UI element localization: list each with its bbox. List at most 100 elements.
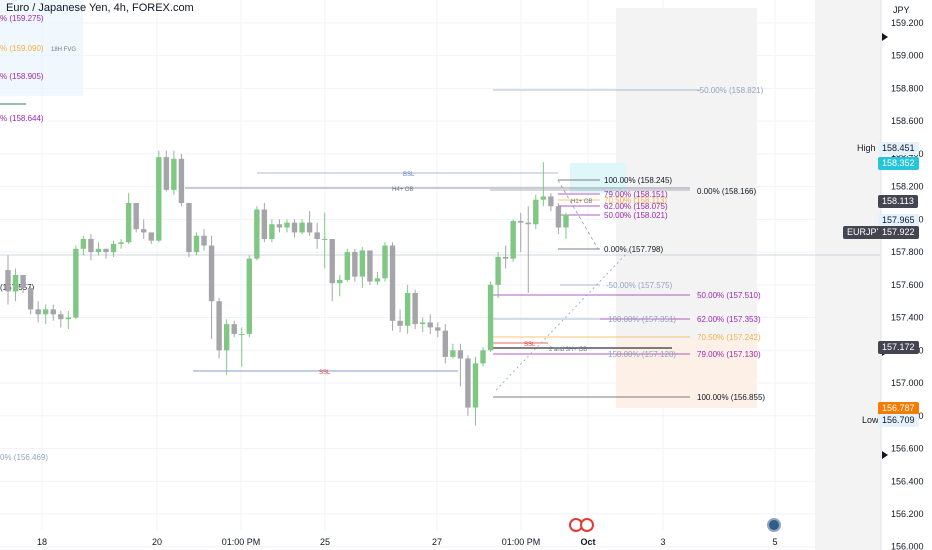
candle-body (389, 245, 396, 321)
y-tick-label: 157.600 (891, 280, 924, 290)
candle-body (43, 309, 49, 315)
candle-body (276, 224, 283, 228)
currency-label[interactable]: JPY (893, 5, 910, 15)
current-price-tag: 158.352 (878, 157, 919, 170)
left-label-4: % (158.644) (0, 114, 44, 123)
candle-body (208, 245, 215, 302)
candle-body (435, 327, 441, 331)
fib-a-trend (495, 249, 631, 391)
symbol-tag: EURJPY (843, 226, 887, 239)
candle-body (193, 235, 200, 253)
y-tick-label: 159.000 (891, 51, 924, 61)
candle-body (344, 252, 350, 280)
candle-body (261, 209, 268, 239)
candle-body (103, 248, 109, 253)
fib-a-50-label: 50.00% (157.510) (697, 291, 761, 300)
candle-body (382, 245, 388, 279)
fib-a-62-label: 62.00% (157.353) (697, 315, 761, 324)
candle-body (427, 322, 433, 328)
left-label-1: % (159.275) (0, 14, 44, 23)
y-tick-label: 156.000 (891, 542, 924, 550)
high-label: High (857, 143, 876, 153)
candle-body (525, 222, 531, 225)
candle-body (284, 222, 290, 228)
x-tick-label: 18 (37, 537, 47, 547)
candle-body (299, 222, 305, 233)
x-ticks: 18 20 01:00 PM 25 27 01:00 PM Oct 3 5 (37, 537, 778, 547)
fib-a-0-label: 0.00% (158.166) (697, 187, 756, 196)
candle-body (148, 232, 154, 241)
candle-body (88, 238, 94, 253)
candle-body (50, 309, 56, 315)
low-label: Low (862, 415, 879, 425)
candle-body (555, 206, 562, 228)
fib-c-158-label: 158.00% (157.128) (608, 350, 676, 359)
price-tag-1: 158.113 (878, 195, 918, 208)
fib-c-100-label: 100.00% (157.351) (608, 315, 676, 324)
candle-body (141, 229, 147, 233)
x-tick-label: 5 (772, 537, 777, 547)
event-icon-3[interactable] (767, 518, 781, 532)
candle-body (404, 293, 411, 326)
axis-marker-icon (882, 33, 888, 41)
candle-body (163, 157, 170, 190)
left-label-3: % (158.905) (0, 72, 44, 81)
chart-title: Euro / Japanese Yen, 4h, FOREX.com (6, 2, 194, 14)
candle-body (359, 250, 366, 277)
candle-body (156, 157, 162, 241)
y-tick-label: 158.800 (891, 83, 924, 93)
axis-marker-icon (882, 451, 888, 459)
candle-body (216, 301, 222, 351)
h1-ob-label: H1+ OB (571, 199, 593, 205)
candle-body (178, 158, 185, 203)
h3-ob-label: 2 and 3H+ OB (549, 347, 587, 353)
y-tick-label: 158.200 (891, 182, 924, 192)
candle-body (231, 324, 237, 334)
candle-body (540, 196, 547, 200)
candle-body (171, 158, 177, 190)
candle-body (533, 199, 539, 225)
candle-body (20, 275, 26, 289)
price-axis (881, 0, 932, 550)
candle-body (518, 220, 524, 223)
bsl-label: BSL (403, 172, 415, 178)
fib-b-0-label: 0.00% (157.798) (604, 245, 663, 254)
x-tick-label: 25 (320, 537, 330, 547)
candle-body (329, 238, 335, 284)
candle-body (306, 222, 313, 233)
candle-body (314, 232, 320, 239)
y-tick-label: 156.600 (891, 444, 924, 454)
high-value: 158.451 (878, 142, 919, 155)
candle-body (125, 202, 132, 243)
event-icon-2[interactable] (580, 518, 594, 532)
candle-body (65, 317, 72, 320)
annotations: BSL H4+ OB H1+ OB SSL SSL 2 and 3H+ OB 1… (0, 14, 765, 462)
candle-body (133, 202, 139, 230)
symbol-price-tag: 157.922 (878, 226, 919, 239)
candle-body (95, 248, 102, 253)
candle-body (35, 309, 41, 315)
candle-body (563, 214, 569, 228)
y-tick-label: 157.400 (891, 313, 924, 323)
fib-c-m50top-label: -50.00% (158.821) (697, 86, 764, 95)
candle-body (442, 330, 449, 357)
candle-body (110, 243, 117, 253)
ssl-right-label: SSL (524, 342, 536, 348)
candle-body (495, 256, 501, 285)
candle-body (412, 293, 418, 325)
candle-body (457, 350, 464, 359)
fib-b-50-label: 50.00% (158.021) (604, 211, 668, 220)
candle-body (450, 350, 456, 357)
price-tag-3: 157.172 (878, 341, 919, 354)
x-tick-label: 01:00 PM (222, 537, 261, 547)
candles (5, 150, 569, 426)
y-tick-label: 156.200 (891, 509, 924, 519)
candle-body (118, 242, 124, 244)
price-tag-4: 156.787 (878, 402, 919, 415)
y-tick-label: 158.600 (891, 116, 924, 126)
y-tick-label: 157.000 (891, 378, 924, 388)
candle-body (223, 324, 230, 351)
future-zone (815, 0, 881, 550)
left-label-6: 0% (156.469) (0, 453, 48, 462)
